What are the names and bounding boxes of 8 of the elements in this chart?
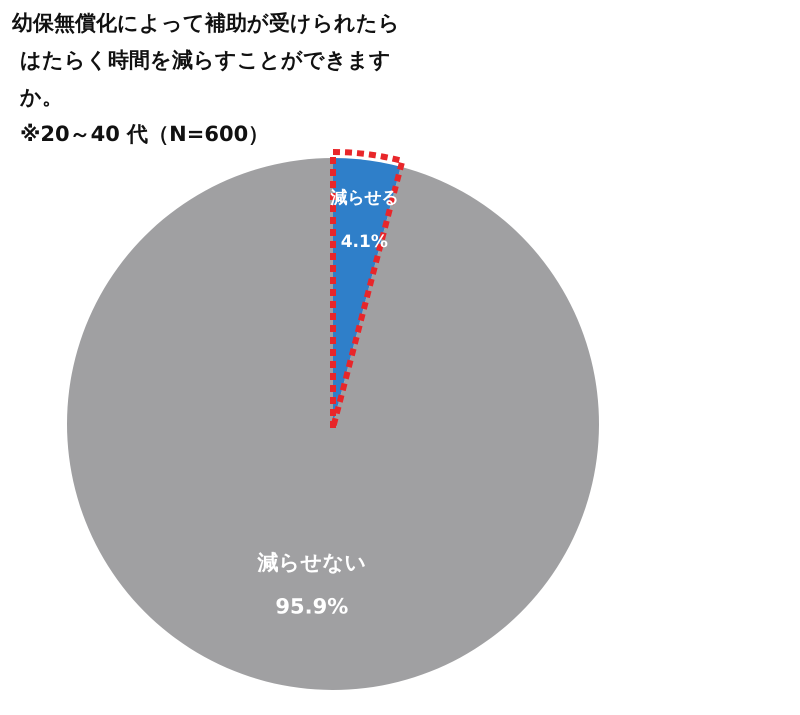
category-label: 減らせない — [257, 550, 366, 575]
value-label: 95.9% — [275, 594, 348, 619]
subtitle: ※20～40 代（N=600） — [20, 122, 270, 146]
title: はたらく時間を減らすことができます — [20, 48, 391, 72]
title: 幼保無償化によって補助が受けられたら — [12, 11, 400, 35]
category-label: 減らせる — [330, 188, 398, 208]
value-label: 4.1% — [340, 232, 388, 252]
title: か。 — [20, 85, 63, 109]
